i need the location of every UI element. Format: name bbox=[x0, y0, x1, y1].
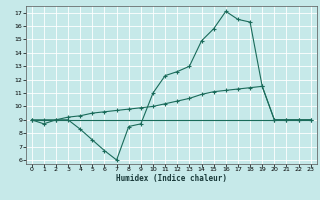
X-axis label: Humidex (Indice chaleur): Humidex (Indice chaleur) bbox=[116, 174, 227, 183]
